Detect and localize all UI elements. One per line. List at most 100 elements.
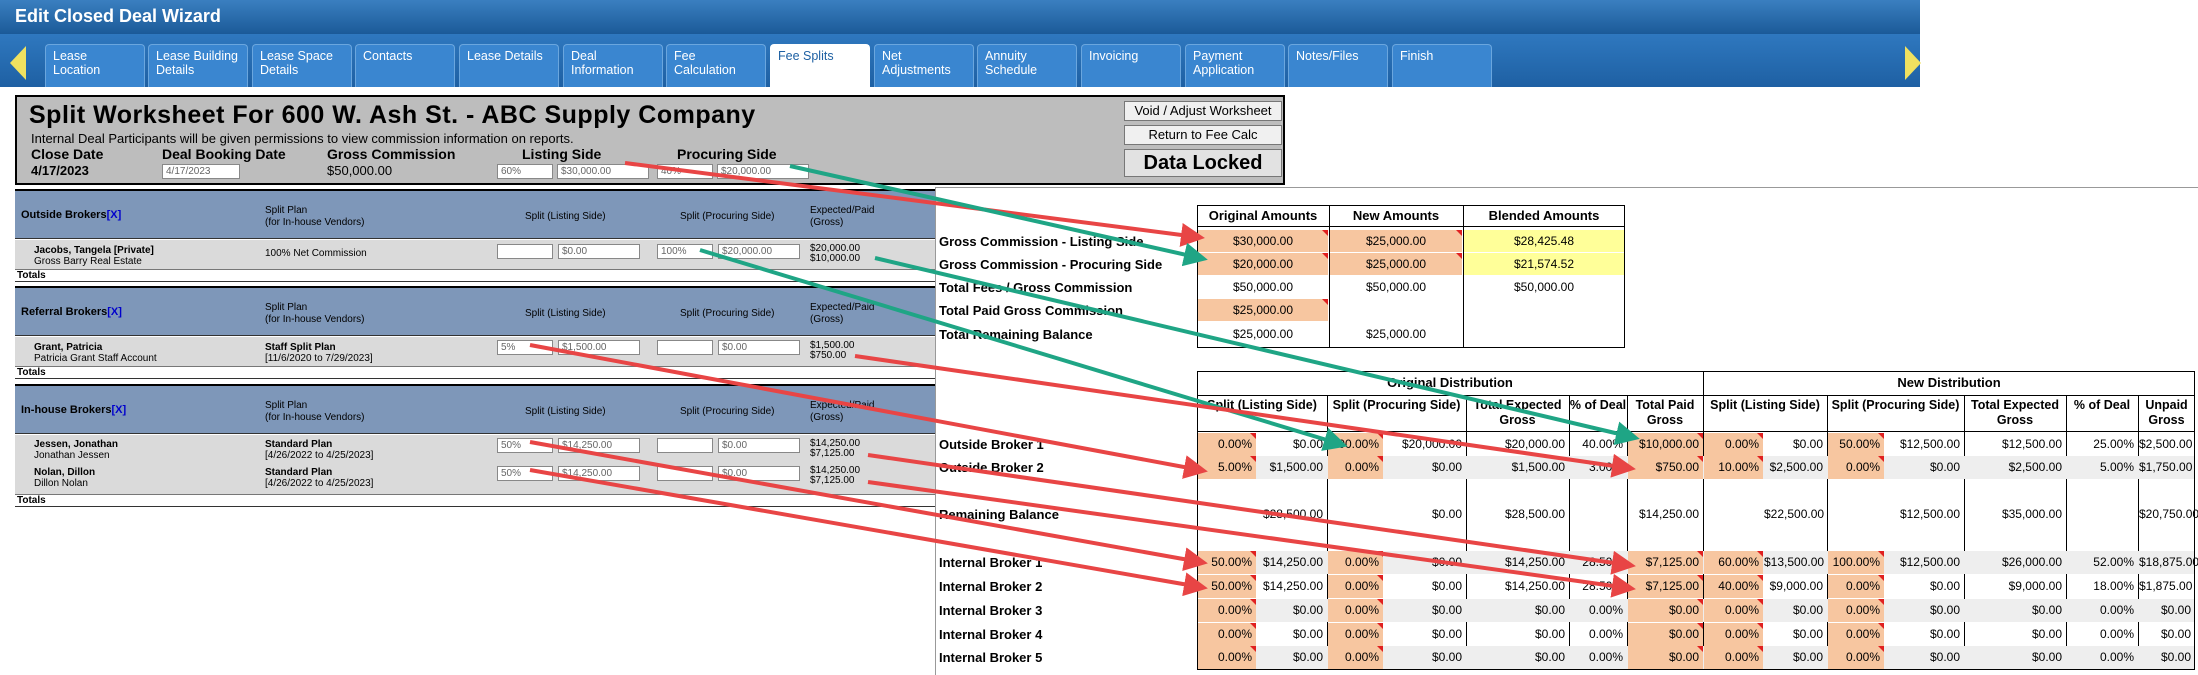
tab-lease-space-details[interactable]: Lease Space Details [252,44,352,87]
void-adjust-worksheet-button[interactable]: Void / Adjust Worksheet [1124,101,1282,121]
distribution-cell: $28,500.00 [1504,507,1565,521]
referral-broker-listing-amount-field[interactable]: $1,500.00 [558,340,640,355]
outside-brokers-remove-link[interactable]: [X] [106,209,122,221]
distribution-cell: $0.00 [1292,437,1323,451]
inhouse-broker-listing-pct-field[interactable]: 50% [497,438,553,453]
distribution-cell: $0.00 [1792,603,1823,617]
return-to-fee-calc-button[interactable]: Return to Fee Calc [1124,125,1282,145]
window-title: Edit Closed Deal Wizard [0,0,1920,34]
distribution-cell: $18,875.00 [2139,555,2198,569]
summary-orig-cell: $25,000.00 [1198,299,1328,321]
tab-lease-location[interactable]: Lease Location [45,44,145,87]
listing-pct-field[interactable]: 60% [497,164,553,179]
distribution-column-header: Split (Listing Side) [1710,398,1820,412]
tab-notes-files[interactable]: Notes/Files [1288,44,1388,87]
distribution-cell: 50.00% [1198,575,1256,598]
distribution-cell: 0.00% [1328,623,1383,646]
outside-brokers-totals: Totals [15,270,937,282]
distribution-cell: $0.00 [1628,623,1703,646]
referral-broker-listing-pct-field[interactable]: 5% [497,340,553,355]
distribution-cell: 0.00% [1198,599,1256,622]
worksheet-title: Split Worksheet For 600 W. Ash St. - ABC… [29,101,756,129]
distribution-cell: $0.00 [1534,627,1565,641]
distribution-cell: $0.00 [1792,627,1823,641]
distribution-cell: 0.00% [2099,650,2134,664]
distribution-column-header: Total Expected Gross [1473,398,1562,427]
distribution-cell: 25.00% [2093,437,2134,451]
listing-amount-field[interactable]: $30,000.00 [557,164,649,179]
inhouse-broker-listing-pct-field[interactable]: 50% [497,466,553,481]
booking-date-field[interactable]: 4/17/2023 [162,164,240,179]
summary-new-cell: $25,000.00 [1330,253,1462,275]
tab-annuity-schedule[interactable]: Annuity Schedule [977,44,1077,87]
tab-deal-information[interactable]: Deal Information [563,44,663,87]
distribution-cell: $0.00 [1628,599,1703,622]
referral-broker-procuring-pct-field[interactable] [657,340,713,355]
referral-brokers-remove-link[interactable]: [X] [107,306,122,318]
distribution-cell: 0.00% [1328,646,1383,669]
distribution-cell [1198,503,1256,526]
expected-header: Expected/Paid [810,205,875,216]
distribution-cell: $0.00 [1431,460,1462,474]
distribution-cell [1570,503,1627,526]
inhouse-broker-procuring-pct-field[interactable] [657,466,713,481]
new-distribution-header: New Distribution [1897,375,2001,390]
tab-finish[interactable]: Finish [1392,44,1492,87]
summary-orig-cell: $50,000.00 [1232,280,1294,294]
tab-lease-building-details[interactable]: Lease Building Details [148,44,248,87]
next-step-arrow-icon[interactable] [1905,46,1921,80]
distribution-cell: 0.00% [1704,433,1763,456]
tab-fee-splits[interactable]: Fee Splits [770,44,870,87]
distribution-cell: 60.00% [1704,551,1763,574]
referral-broker-plan-dates: [11/6/2020 to 7/29/2023] [265,353,373,364]
summary-blend-cell: $50,000.00 [1513,280,1575,294]
close-date-label: Close Date [31,146,104,162]
outside-broker-procuring-amount-field[interactable]: $20,000.00 [718,244,800,259]
distribution-cell: $0.00 [1929,460,1960,474]
summary-row-label: Total Remaining Balance [939,327,1093,342]
distribution-cell: 100.00% [1828,551,1884,574]
outside-broker-company: Gross Barry Real Estate [34,256,142,267]
split-procuring-header: Split (Procuring Side) [680,406,775,417]
split-listing-header: Split (Listing Side) [525,211,606,222]
outside-broker-listing-amount-field[interactable]: $0.00 [558,244,640,259]
split-listing-header: Split (Listing Side) [525,308,606,319]
distribution-column-header: Split (Procuring Side) [1332,398,1461,412]
tab-lease-details[interactable]: Lease Details [459,44,559,87]
distribution-cell: 100.00% [1328,433,1383,456]
distribution-cell: $12,500.00 [1899,507,1960,521]
distribution-cell: $0.00 [1628,646,1703,669]
inhouse-broker-listing-amount-field[interactable]: $14,250.00 [558,466,640,481]
blended-amounts-header: Blended Amounts [1488,208,1600,223]
inhouse-broker-procuring-pct-field[interactable] [657,438,713,453]
split-listing-header: Split (Listing Side) [525,406,606,417]
expected-header: Expected/Paid [810,400,875,411]
distribution-cell: $0.00 [1431,650,1462,664]
tab-net-adjustments[interactable]: Net Adjustments [874,44,974,87]
distribution-row-label: Outside Broker 1 [939,437,1044,452]
tab-invoicing[interactable]: Invoicing [1081,44,1181,87]
distribution-cell: 0.00% [1588,650,1623,664]
tab-contacts[interactable]: Contacts [355,44,455,87]
previous-step-arrow-icon[interactable] [10,46,26,80]
procuring-pct-field[interactable]: 40% [657,164,713,179]
inhouse-broker-procuring-amount-field[interactable]: $0.00 [718,466,800,481]
distribution-cell: $12,500.00 [1899,555,1960,569]
distribution-row-label: Internal Broker 4 [939,627,1043,642]
referral-brokers-header: Referral Brokers[X] Split Plan (for In-ho… [15,286,937,336]
outside-broker-listing-pct-field[interactable] [497,244,553,259]
inhouse-brokers-remove-link[interactable]: [X] [111,404,127,416]
tab-payment-application[interactable]: Payment Application [1185,44,1285,87]
procuring-amount-field[interactable]: $20,000.00 [717,164,809,179]
distribution-cell: $750.00 [1628,456,1703,479]
distribution-cell: $0.00 [2160,627,2191,641]
inhouse-broker-procuring-amount-field[interactable]: $0.00 [718,438,800,453]
referral-broker-procuring-amount-field[interactable]: $0.00 [718,340,800,355]
distribution-cell: 0.00% [1198,646,1256,669]
summary-row-label: Total Fees / Gross Commission [939,280,1133,295]
outside-broker-procuring-pct-field[interactable]: 100% [657,244,713,259]
inhouse-broker-listing-amount-field[interactable]: $14,250.00 [558,438,640,453]
split-plan-subheader: (for In-house Vendors) [265,412,365,423]
distribution-cell: 0.00% [1704,623,1763,646]
tab-fee-calculation[interactable]: Fee Calculation [666,44,766,87]
